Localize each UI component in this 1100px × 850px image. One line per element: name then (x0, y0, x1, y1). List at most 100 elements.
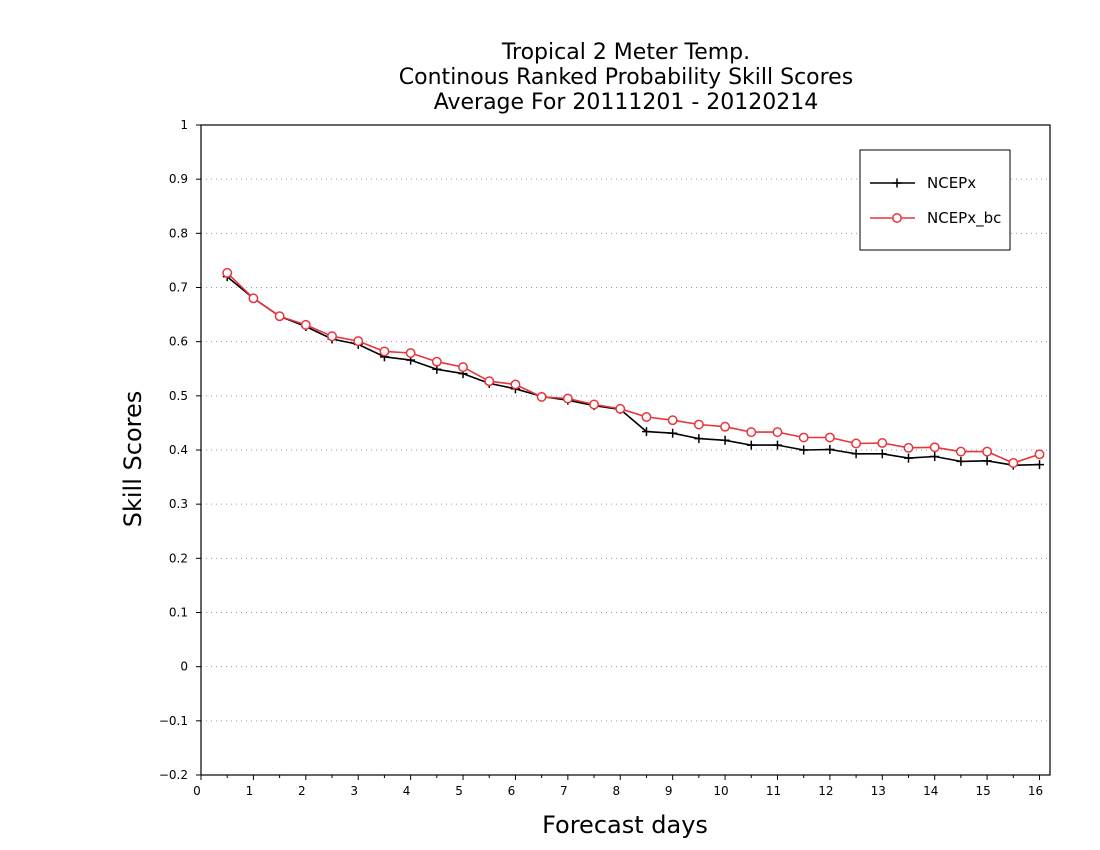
data-point-ncepx (720, 435, 730, 445)
x-tick-label: 2 (298, 784, 306, 798)
y-tick-label: 0.1 (169, 606, 188, 620)
series-line-ncepx (226, 276, 1040, 467)
x-tick-label: 3 (350, 784, 358, 798)
data-point-ncepx-bc (667, 415, 678, 426)
y-tick-label: 0.7 (169, 281, 188, 295)
data-point-ncepx-bc (746, 427, 757, 438)
x-tick-label: 9 (665, 784, 673, 798)
legend: NCEPx NCEPx_bc (859, 149, 1011, 251)
legend-box (859, 149, 1011, 251)
data-point-ncepx-bc (458, 362, 468, 373)
data-point-ncepx-bc (693, 419, 704, 430)
x-tick-label: 11 (766, 784, 781, 798)
data-point-ncepx (930, 452, 940, 461)
legend-entry-ncepx: NCEPx (870, 174, 976, 192)
data-point-ncepx-bc (484, 376, 495, 387)
data-point-ncepx-bc (1008, 458, 1019, 468)
data-point-ncepx-bc (536, 391, 547, 402)
series-lines (222, 267, 1045, 470)
data-point-ncepx-bc (615, 403, 626, 414)
legend-entry-ncepx-bc: NCEPx_bc (870, 209, 1001, 228)
data-point-ncepx (956, 456, 966, 466)
data-point-ncepx-bc (955, 446, 966, 457)
x-axis-title: Forecast days (542, 811, 708, 839)
data-point-ncepx (851, 449, 861, 459)
data-point-ncepx-bc (300, 319, 311, 330)
data-point-ncepx-bc (248, 293, 259, 304)
data-point-ncepx-bc (353, 336, 364, 347)
chart-title-line-2: Continous Ranked Probability Skill Score… (399, 65, 853, 90)
data-point-ncepx-bc (720, 421, 731, 432)
series-ncepx (222, 272, 1045, 470)
x-tick-label: 10 (713, 784, 728, 798)
data-point-ncepx-bc (589, 399, 600, 410)
y-tick-label: −0.1 (159, 714, 188, 728)
y-tick-label: 0.4 (169, 443, 188, 457)
x-tick-label: 4 (403, 784, 411, 798)
data-point-ncepx (877, 449, 887, 459)
data-point-ncepx-bc (641, 412, 652, 422)
y-tick-label: 0.8 (169, 226, 188, 240)
data-point-ncepx (982, 456, 992, 466)
x-tick-label: 15 (975, 784, 990, 798)
data-point-ncepx-bc (903, 442, 914, 453)
x-tick-label: 1 (246, 784, 254, 798)
x-tick-label: 8 (612, 784, 620, 798)
y-tick-label: −0.2 (159, 768, 188, 782)
legend-marker-ncepx (892, 178, 902, 188)
y-axis-ticks: −0.2 −0.1 0 0.1 0.2 0.3 0.4 0.5 0.6 0.7 0.8 0.9 1 (159, 118, 201, 782)
data-point-ncepx-bc (798, 432, 809, 443)
legend-label-ncepx: NCEPx (927, 174, 976, 192)
y-axis-title: Skill Scores (119, 391, 147, 528)
grid-lines (201, 178, 1050, 722)
series-ncepx-bc (222, 267, 1045, 468)
x-tick-label: 14 (923, 784, 938, 798)
data-point-ncepx (904, 453, 913, 463)
data-point-ncepx (641, 427, 651, 437)
y-tick-label: 0.6 (169, 335, 188, 349)
data-point-ncepx-bc (327, 331, 337, 342)
data-point-ncepx (772, 440, 782, 450)
x-tick-label: 16 (1028, 784, 1043, 798)
data-point-ncepx-bc (877, 438, 888, 448)
data-point-ncepx-bc (274, 311, 285, 322)
data-point-ncepx (694, 434, 704, 444)
data-point-ncepx-bc (405, 348, 416, 358)
data-point-ncepx-bc (510, 379, 521, 390)
y-tick-label: 0.3 (169, 497, 188, 511)
data-point-ncepx-bc (379, 346, 390, 357)
data-point-ncepx-bc (824, 432, 835, 443)
y-tick-label: 0 (180, 660, 188, 674)
data-point-ncepx-bc (772, 427, 783, 438)
data-point-ncepx-bc (851, 438, 862, 449)
data-point-ncepx-bc (982, 446, 993, 457)
data-point-ncepx (799, 445, 809, 455)
chart-title-line-3: Average For 20111201 - 20120214 (434, 90, 819, 115)
y-tick-label: 0.2 (169, 551, 188, 565)
data-point-ncepx-bc (1034, 449, 1045, 460)
x-tick-label: 0 (193, 784, 201, 798)
x-tick-label: 7 (560, 784, 568, 798)
data-point-ncepx-bc (562, 393, 573, 404)
y-tick-label: 0.5 (169, 389, 188, 403)
legend-marker-ncepx-bc (892, 213, 902, 223)
legend-label-ncepx-bc: NCEPx_bc (927, 209, 1001, 228)
series-line-ncepx-bc (226, 272, 1040, 464)
x-axis-ticks: 0 1 2 3 4 5 6 7 8 9 10 11 12 13 14 15 16 (193, 775, 1043, 798)
x-tick-label: 6 (508, 784, 516, 798)
chart-title-line-1: Tropical 2 Meter Temp. (501, 40, 750, 65)
data-point-ncepx-bc (929, 442, 940, 453)
data-point-ncepx (825, 444, 835, 454)
data-point-ncepx (668, 428, 678, 438)
data-point-ncepx (1035, 460, 1045, 470)
data-point-ncepx-bc (222, 267, 233, 278)
x-tick-label: 12 (818, 784, 833, 798)
y-tick-label: 0.9 (169, 172, 188, 186)
data-point-ncepx-bc (431, 356, 442, 367)
y-tick-label: 1 (180, 118, 188, 132)
data-point-ncepx (746, 440, 756, 450)
x-tick-label: 13 (871, 784, 886, 798)
chart-title: Tropical 2 Meter Temp. Continous Ranked … (399, 40, 853, 115)
x-tick-label: 5 (455, 784, 463, 798)
